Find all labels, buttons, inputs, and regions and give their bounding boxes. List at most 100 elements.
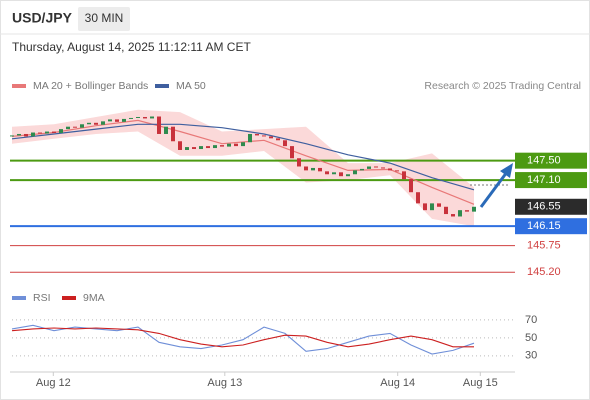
candle	[206, 146, 210, 149]
candle	[304, 166, 308, 171]
candle	[423, 203, 427, 211]
legend-swatch	[12, 84, 26, 88]
rsi-line	[11, 327, 474, 348]
candle	[227, 143, 231, 147]
candle	[269, 136, 273, 139]
arrow-head	[500, 163, 513, 178]
level-box	[515, 172, 587, 189]
candle	[367, 166, 371, 169]
level-label: 146.55	[527, 201, 561, 213]
level-box	[515, 218, 587, 235]
candle	[136, 116, 140, 118]
candle	[31, 132, 35, 137]
candle	[437, 203, 441, 207]
candle	[80, 124, 84, 128]
level-box	[515, 152, 587, 169]
candle	[171, 126, 175, 142]
datetime: Thursday, August 14, 2025 11:12:11 AM CE…	[12, 40, 251, 54]
candle	[472, 206, 476, 212]
candle	[409, 179, 413, 193]
candle	[45, 131, 49, 134]
candle	[143, 116, 147, 119]
symbol: USD/JPY	[12, 10, 73, 26]
candle	[346, 174, 350, 177]
candle	[444, 206, 448, 215]
candle	[101, 121, 105, 125]
y-tick-label: 50	[525, 332, 537, 344]
candle	[220, 145, 224, 147]
candle	[73, 126, 77, 128]
candle	[52, 131, 56, 134]
legend-label: MA 50	[176, 80, 206, 92]
candle	[318, 167, 322, 172]
candle	[276, 138, 280, 141]
candle	[374, 166, 378, 168]
candle	[332, 172, 336, 175]
level-label: 145.75	[527, 240, 561, 252]
candle	[199, 146, 203, 150]
candle	[178, 141, 182, 150]
price-panel: MA 20 + Bollinger Bands MA 50 147.50 147.10…	[10, 80, 587, 278]
level-label: 147.50	[527, 155, 561, 167]
candle	[241, 142, 245, 147]
candle	[164, 126, 168, 134]
x-tick-label: Aug 14	[380, 377, 415, 389]
candle	[10, 135, 14, 137]
candle	[290, 146, 294, 159]
interval-box	[78, 7, 130, 31]
candle	[122, 118, 126, 122]
candle	[451, 214, 455, 217]
candle	[59, 129, 63, 134]
candle	[213, 145, 217, 149]
interval: 30 MIN	[85, 11, 124, 25]
candle	[381, 167, 385, 169]
candle	[283, 140, 287, 147]
y-tick-label: 70	[525, 314, 537, 326]
x-tick-label: Aug 12	[36, 377, 71, 389]
candle	[150, 116, 154, 119]
candle	[360, 168, 364, 171]
candle	[115, 119, 119, 122]
candle	[94, 122, 98, 125]
rsi-panel: RSI 9MA 70 50 30 Aug 12 Aug 13 Aug 14 Aug 15	[10, 292, 537, 389]
candle	[395, 170, 399, 172]
level-label: 147.10	[527, 174, 561, 186]
level-box	[515, 198, 587, 215]
level-label: 145.20	[527, 266, 561, 278]
candle	[388, 168, 392, 171]
candle	[262, 135, 266, 137]
candle	[339, 172, 343, 177]
candle	[465, 210, 469, 212]
candle	[325, 171, 329, 175]
candle	[255, 133, 259, 136]
x-tick-label: Aug 13	[207, 377, 242, 389]
legend-label: RSI	[33, 292, 51, 304]
candle	[24, 133, 28, 137]
legend-label: 9MA	[83, 292, 105, 304]
x-tick-label: Aug 15	[463, 377, 498, 389]
candle	[157, 116, 161, 134]
candle	[297, 158, 301, 167]
ma-line	[11, 119, 475, 205]
candle	[185, 147, 189, 150]
ma-line	[11, 123, 475, 191]
candle	[402, 171, 406, 180]
arrow-shaft	[479, 171, 509, 208]
y-tick-label: 30	[525, 350, 537, 362]
level-label: 146.15	[527, 220, 561, 232]
candle	[353, 170, 357, 175]
candle	[129, 117, 133, 119]
legend-swatch	[12, 296, 26, 300]
candle	[416, 192, 420, 204]
candle	[430, 203, 434, 211]
legend-swatch	[155, 84, 169, 88]
candle	[458, 210, 462, 217]
candle	[248, 133, 252, 143]
candle	[108, 119, 112, 122]
credit: Research © 2025 Trading Central	[424, 80, 581, 92]
legend-swatch	[62, 296, 76, 300]
legend-label: MA 20 + Bollinger Bands	[33, 80, 148, 92]
candle	[17, 133, 21, 136]
candle	[234, 143, 238, 147]
